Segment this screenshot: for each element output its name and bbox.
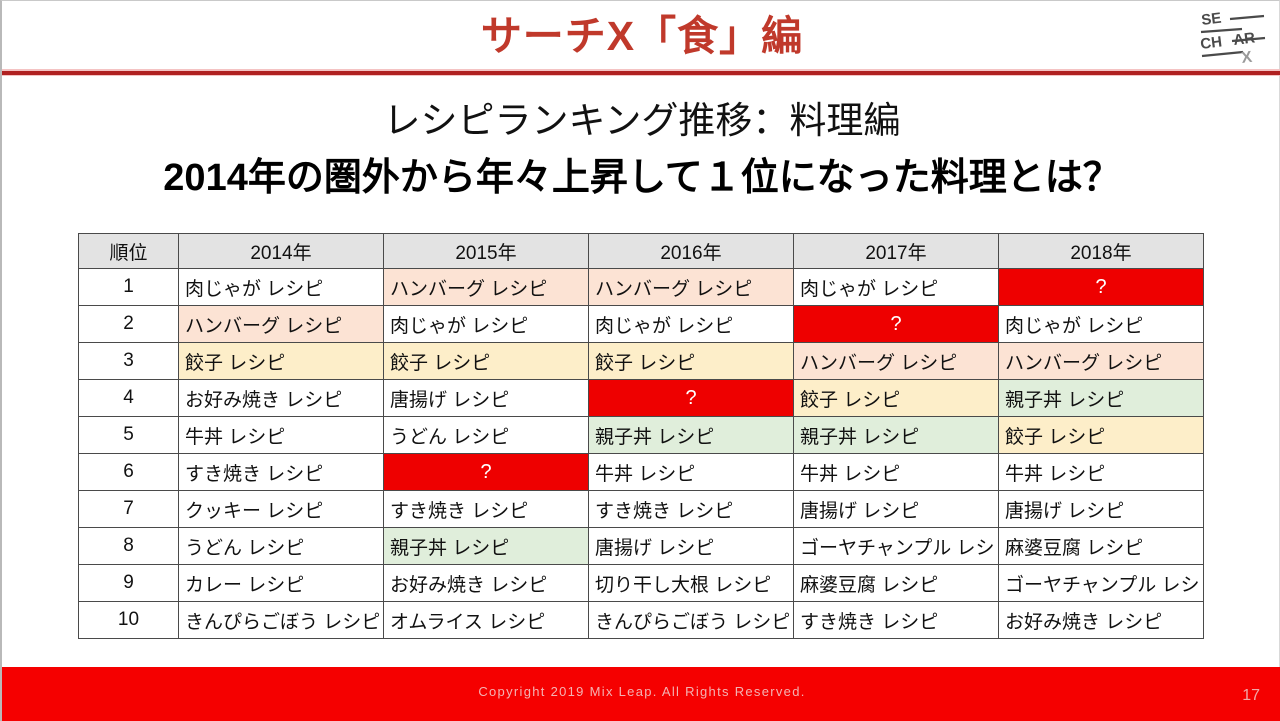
recipe-cell: ゴーヤチャンプル レシピ <box>998 564 1204 602</box>
page-title: レシピランキング推移：料理編 <box>383 100 901 141</box>
column-header-2018年: 2018年 <box>998 233 1204 269</box>
svg-text:CH: CH <box>1199 33 1223 53</box>
header-divider <box>2 69 1280 76</box>
recipe-cell: 餃子 レシピ <box>998 416 1204 454</box>
table-body: 1 肉じゃが レシピ ハンバーグ レシピ ハンバーグ レシピ 肉じゃが レシピ? 2 ハンバ… <box>78 268 1204 639</box>
column-header-2015年: 2015年 <box>383 233 589 269</box>
search-x-logo: SE AR CH X <box>1196 5 1270 65</box>
recipe-cell: ハンバーグ レシピ <box>178 305 384 343</box>
svg-text:X: X <box>1240 49 1253 65</box>
svg-text:SE: SE <box>1200 10 1222 29</box>
recipe-cell: うどん レシピ <box>178 527 384 565</box>
recipe-cell: すき焼き レシピ <box>793 601 999 639</box>
recipe-cell: ハンバーグ レシピ <box>383 268 589 306</box>
recipe-cell: 親子丼 レシピ <box>383 527 589 565</box>
recipe-cell: オムライス レシピ <box>383 601 589 639</box>
recipe-cell: 唐揚げ レシピ <box>588 527 794 565</box>
rank-cell: 3 <box>78 342 179 380</box>
recipe-cell: 唐揚げ レシピ <box>793 490 999 528</box>
table-row: 10 きんぴらごぼう レシピ オムライス レシピ きんぴらごぼう レシピ すき焼き レシ… <box>78 601 1204 639</box>
table-row: 6 すき焼き レシピ? 牛丼 レシピ 牛丼 レシピ 牛丼 レシピ <box>78 453 1204 491</box>
recipe-cell: 牛丼 レシピ <box>793 453 999 491</box>
recipe-cell: お好み焼き レシピ <box>998 601 1204 639</box>
ranking-table: 順位 2014年 2015年 2016年 2017年 2018年 1 肉じゃが レシピ ハンバ… <box>78 233 1204 639</box>
recipe-cell: 親子丼 レシピ <box>998 379 1204 417</box>
recipe-cell: 肉じゃが レシピ <box>998 305 1204 343</box>
recipe-cell: 麻婆豆腐 レシピ <box>793 564 999 602</box>
table-row: 5 牛丼 レシピ うどん レシピ 親子丼 レシピ 親子丼 レシピ 餃子 レシピ <box>78 416 1204 454</box>
recipe-cell: 肉じゃが レシピ <box>383 305 589 343</box>
rank-cell: 7 <box>78 490 179 528</box>
recipe-cell: 唐揚げ レシピ <box>383 379 589 417</box>
slide-footer: Copyright 2019 Mix Leap. All Rights Rese… <box>2 667 1280 721</box>
recipe-cell: 唐揚げ レシピ <box>998 490 1204 528</box>
table-row: 3 餃子 レシピ 餃子 レシピ 餃子 レシピ ハンバーグ レシピ ハンバーグ レシピ <box>78 342 1204 380</box>
hidden-answer-cell: ? <box>793 305 999 343</box>
rank-cell: 9 <box>78 564 179 602</box>
recipe-cell: お好み焼き レシピ <box>383 564 589 602</box>
recipe-cell: 餃子 レシピ <box>588 342 794 380</box>
slide-header: サーチX「食」編 SE AR CH X <box>2 1 1280 76</box>
recipe-cell: うどん レシピ <box>383 416 589 454</box>
recipe-cell: 切り干し大根 レシピ <box>588 564 794 602</box>
table-row: 9 カレー レシピ お好み焼き レシピ 切り干し大根 レシピ 麻婆豆腐 レシピ ゴーヤチャ… <box>78 564 1204 602</box>
hidden-answer-cell: ? <box>588 379 794 417</box>
recipe-cell: 肉じゃが レシピ <box>588 305 794 343</box>
rank-cell: 6 <box>78 453 179 491</box>
rank-cell: 8 <box>78 527 179 565</box>
table-row: 1 肉じゃが レシピ ハンバーグ レシピ ハンバーグ レシピ 肉じゃが レシピ? <box>78 268 1204 306</box>
recipe-cell: すき焼き レシピ <box>588 490 794 528</box>
recipe-cell: きんぴらごぼう レシピ <box>178 601 384 639</box>
column-header-2016年: 2016年 <box>588 233 794 269</box>
recipe-cell: 親子丼 レシピ <box>588 416 794 454</box>
rank-cell: 5 <box>78 416 179 454</box>
recipe-cell: カレー レシピ <box>178 564 384 602</box>
page-number: 17 <box>1242 687 1260 704</box>
hidden-answer-cell: ? <box>998 268 1204 306</box>
ranking-table-container: 順位 2014年 2015年 2016年 2017年 2018年 1 肉じゃが レシピ ハンバ… <box>78 233 1204 639</box>
header-title: サーチX「食」編 <box>480 13 804 59</box>
recipe-cell: すき焼き レシピ <box>383 490 589 528</box>
recipe-cell: ゴーヤチャンプル レシピ <box>793 527 999 565</box>
recipe-cell: 麻婆豆腐 レシピ <box>998 527 1204 565</box>
recipe-cell: 餃子 レシピ <box>178 342 384 380</box>
rank-cell: 1 <box>78 268 179 306</box>
copyright-text: Copyright 2019 Mix Leap. All Rights Rese… <box>478 684 806 699</box>
table-row: 8 うどん レシピ 親子丼 レシピ 唐揚げ レシピ ゴーヤチャンプル レシピ 麻婆豆腐 レ… <box>78 527 1204 565</box>
column-header-rank: 順位 <box>78 233 179 269</box>
recipe-cell: 餃子 レシピ <box>383 342 589 380</box>
page-subtitle: 2014年の圏外から年々上昇して１位になった料理とは？ <box>163 157 1121 199</box>
table-head: 順位 2014年 2015年 2016年 2017年 2018年 <box>78 233 1204 269</box>
recipe-cell: 牛丼 レシピ <box>998 453 1204 491</box>
column-header-2014年: 2014年 <box>178 233 384 269</box>
recipe-cell: ハンバーグ レシピ <box>793 342 999 380</box>
table-header-row: 順位 2014年 2015年 2016年 2017年 2018年 <box>78 233 1204 269</box>
recipe-cell: 肉じゃが レシピ <box>178 268 384 306</box>
rank-cell: 4 <box>78 379 179 417</box>
recipe-cell: 牛丼 レシピ <box>178 416 384 454</box>
recipe-cell: 親子丼 レシピ <box>793 416 999 454</box>
recipe-cell: ハンバーグ レシピ <box>588 268 794 306</box>
recipe-cell: 餃子 レシピ <box>793 379 999 417</box>
rank-cell: 2 <box>78 305 179 343</box>
hidden-answer-cell: ? <box>383 453 589 491</box>
recipe-cell: きんぴらごぼう レシピ <box>588 601 794 639</box>
column-header-2017年: 2017年 <box>793 233 999 269</box>
recipe-cell: お好み焼き レシピ <box>178 379 384 417</box>
recipe-cell: 肉じゃが レシピ <box>793 268 999 306</box>
recipe-cell: クッキー レシピ <box>178 490 384 528</box>
recipe-cell: すき焼き レシピ <box>178 453 384 491</box>
rank-cell: 10 <box>78 601 179 639</box>
table-row: 4 お好み焼き レシピ 唐揚げ レシピ? 餃子 レシピ 親子丼 レシピ <box>78 379 1204 417</box>
table-row: 2 ハンバーグ レシピ 肉じゃが レシピ 肉じゃが レシピ? 肉じゃが レシピ <box>78 305 1204 343</box>
recipe-cell: 牛丼 レシピ <box>588 453 794 491</box>
recipe-cell: ハンバーグ レシピ <box>998 342 1204 380</box>
table-row: 7 クッキー レシピ すき焼き レシピ すき焼き レシピ 唐揚げ レシピ 唐揚げ レシピ <box>78 490 1204 528</box>
